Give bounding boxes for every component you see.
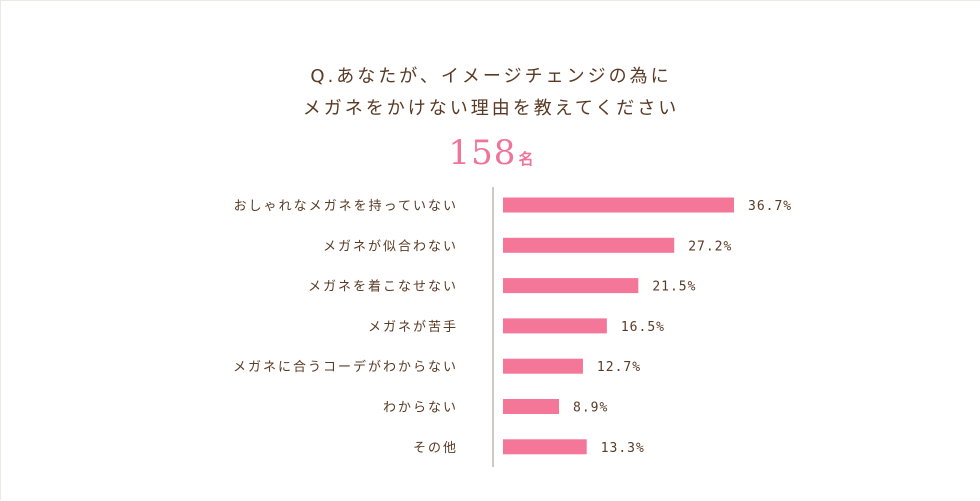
bar <box>503 399 560 414</box>
category-label: メガネに合うコーデがわからない <box>233 359 458 375</box>
value-label: 12.7% <box>597 360 641 375</box>
category-label: メガネが苦手 <box>368 319 458 335</box>
respondent-count-unit: 名 <box>518 150 534 168</box>
question-title: Q.あなたが、イメージチェンジの為に メガネをかけない理由を教えてください <box>1 61 980 125</box>
question-line-1: Q.あなたが、イメージチェンジの為に <box>310 66 672 87</box>
category-label: おしゃれなメガネを持っていない <box>234 199 458 214</box>
bar <box>503 439 587 455</box>
value-label: 8.9% <box>573 401 608 416</box>
category-label: その他 <box>413 441 458 456</box>
value-label: 21.5% <box>652 280 696 295</box>
category-label: メガネを着こなせない <box>308 279 458 295</box>
respondent-count: 158 名 <box>1 133 980 173</box>
question-line-2: メガネをかけない理由を教えてください <box>302 98 680 119</box>
bar <box>503 237 675 253</box>
value-label: 16.5% <box>621 320 665 335</box>
value-label: 13.3% <box>601 441 645 456</box>
bar <box>503 318 607 334</box>
bar <box>503 278 639 294</box>
bar <box>503 197 734 213</box>
category-label: メガネが似合わない <box>323 239 458 254</box>
respondent-count-number: 158 <box>448 133 517 173</box>
value-label: 36.7% <box>748 199 792 214</box>
category-label: わからない <box>383 401 458 416</box>
bar <box>503 358 583 374</box>
value-label: 27.2% <box>688 239 732 254</box>
